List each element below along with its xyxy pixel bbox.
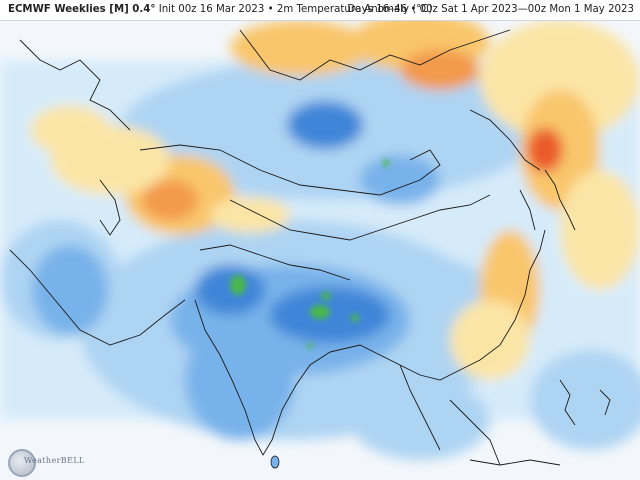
- anomaly-map: [0, 20, 640, 480]
- logo-wordmark: WeatherBELL: [24, 456, 85, 465]
- variable-label: 2m Temperature Anomaly (°C): [276, 4, 433, 15]
- header-left: ECMWF Weeklies [M] 0.4° Init 00z 16 Mar …: [8, 4, 432, 15]
- logo-icon: [8, 449, 36, 477]
- extreme-cold-spots: [230, 159, 389, 349]
- island-sri-lanka: [270, 455, 280, 469]
- valid-period-label: Days 16–46 • 00z Sat 1 Apr 2023—00z Mon …: [347, 4, 634, 15]
- init-label: Init 00z 16 Mar 2023: [158, 4, 265, 15]
- borders: [9, 29, 611, 466]
- separator: •: [267, 4, 274, 15]
- model-label: ECMWF Weeklies [M] 0.4°: [8, 4, 156, 15]
- weatherbell-logo: WeatherBELL: [8, 449, 84, 477]
- map-header: ECMWF Weeklies [M] 0.4° Init 00z 16 Mar …: [0, 0, 640, 21]
- anomaly-field: [0, 20, 640, 460]
